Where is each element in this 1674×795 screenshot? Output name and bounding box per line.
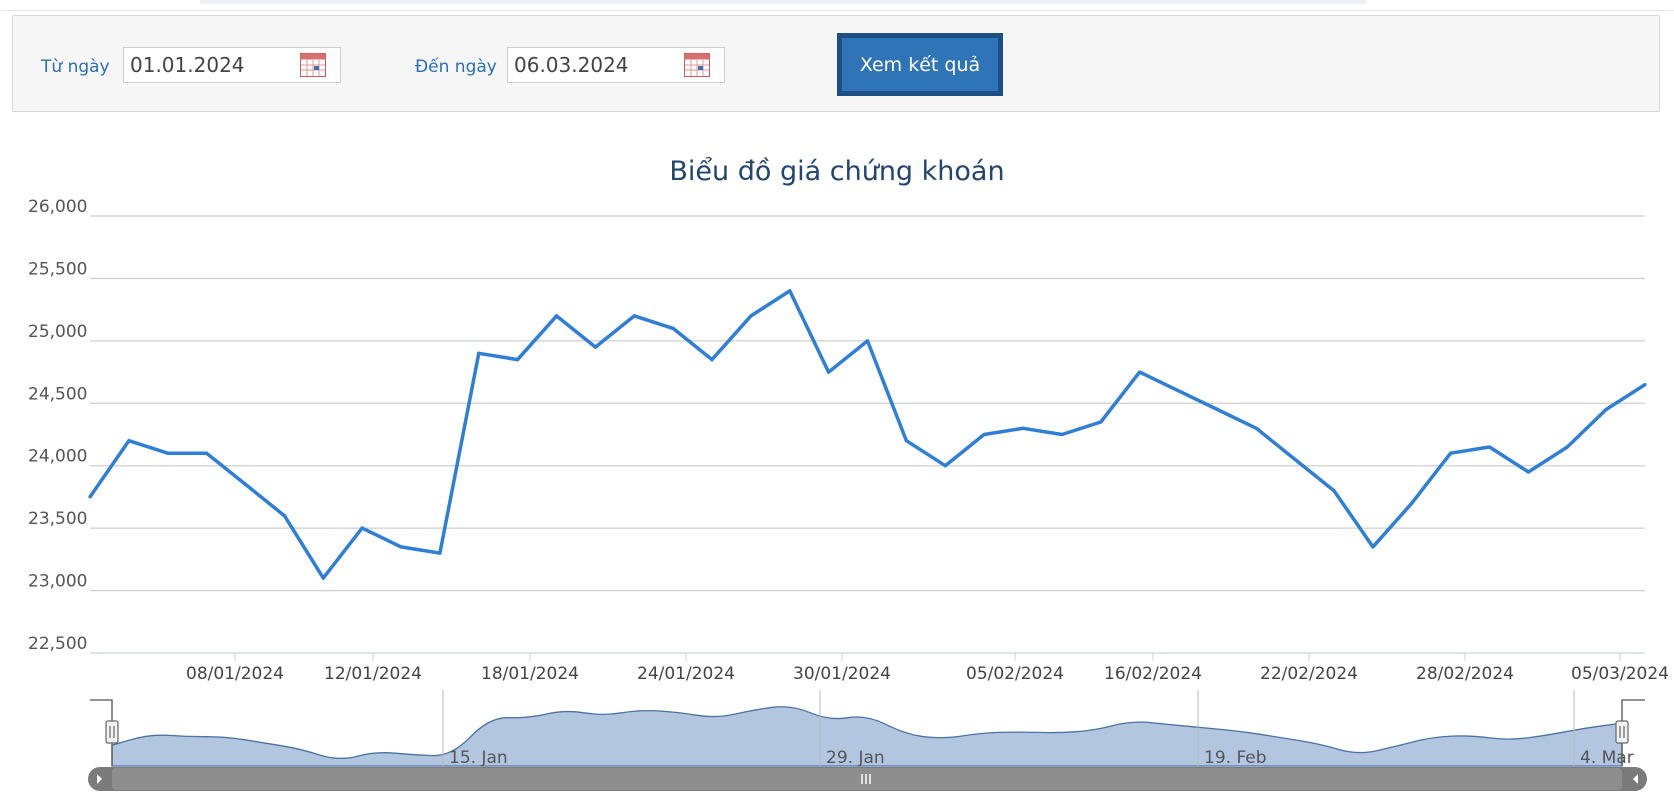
- data-point: [1410, 501, 1414, 505]
- data-point: [1643, 382, 1647, 387]
- y-axis: 26,000 25,500 25,000 24,500 24,000 23,500 23,0…: [28, 197, 87, 654]
- data-point: [554, 314, 559, 318]
- navigator-outline-right: [1621, 699, 1645, 766]
- x-tick-label: 22/02/2024: [1260, 664, 1358, 684]
- scroll-right-arrow-icon[interactable]: [1633, 774, 1638, 784]
- price-chart: Biểu đồ giá chứng khoán 26,000 25,500 25,0…: [28, 156, 1669, 791]
- grid-lines: [90, 215, 1645, 654]
- data-point: [1565, 445, 1569, 449]
- to-date-input[interactable]: [508, 48, 684, 82]
- data-point: [477, 351, 481, 355]
- y-tick-label: 23,500: [28, 509, 87, 529]
- price-series-line: [88, 289, 1646, 580]
- data-point: [282, 514, 286, 518]
- data-point: [438, 551, 442, 555]
- navigator-tick-label: 29. Jan: [826, 748, 885, 768]
- data-point: [1487, 445, 1492, 449]
- data-point: [1604, 407, 1608, 412]
- navigator-tick-label: 19. Feb: [1204, 748, 1267, 768]
- y-tick-label: 26,000: [28, 197, 87, 217]
- scrollbar-thumb[interactable]: [112, 768, 1622, 790]
- x-axis: 08/01/2024 12/01/2024 18/01/2024 24/01/2024…: [186, 653, 1669, 684]
- data-point: [1021, 426, 1025, 430]
- data-point: [827, 370, 831, 374]
- data-point: [982, 432, 986, 437]
- data-point: [710, 357, 714, 362]
- data-point: [904, 439, 908, 443]
- x-tick-label: 08/01/2024: [186, 664, 284, 684]
- data-point: [205, 451, 209, 455]
- y-tick-label: 25,500: [28, 259, 87, 279]
- navigator-tick-label: 15. Jan: [449, 748, 508, 768]
- data-point: [1332, 489, 1336, 493]
- data-point: [1138, 370, 1142, 374]
- data-point: [127, 439, 131, 443]
- to-date-label: Đến ngày: [415, 57, 497, 77]
- data-point: [788, 289, 792, 293]
- data-point: [1215, 407, 1219, 412]
- range-navigator[interactable]: 15. Jan 29. Jan 19. Feb 4. Mar: [88, 690, 1647, 791]
- top-strip-bar: [200, 0, 1366, 4]
- x-tick-label: 12/01/2024: [324, 664, 422, 684]
- x-tick-label: 05/02/2024: [966, 664, 1064, 684]
- navigator-tick-label: 4. Mar: [1580, 748, 1634, 768]
- data-point: [749, 314, 753, 318]
- navigator-area: [111, 706, 1623, 767]
- data-point: [593, 345, 597, 349]
- data-point: [1449, 451, 1453, 455]
- data-point: [321, 576, 325, 580]
- view-results-button[interactable]: Xem kết quả: [837, 33, 1003, 96]
- top-strip: [0, 0, 1674, 11]
- x-tick-label: 30/01/2024: [793, 664, 891, 684]
- data-point: [1060, 432, 1064, 437]
- x-tick-label: 28/02/2024: [1416, 664, 1514, 684]
- data-points: [88, 289, 1647, 580]
- x-tick-label: 16/02/2024: [1104, 664, 1202, 684]
- navigator-right-handle[interactable]: [1615, 720, 1629, 744]
- from-date-label: Từ ngày: [41, 57, 110, 77]
- data-point: [243, 482, 248, 487]
- data-point: [516, 357, 520, 362]
- navigator-outline-left: [90, 699, 113, 766]
- scrollbar-grip-icon: [861, 774, 871, 784]
- data-point: [88, 495, 92, 499]
- y-tick-label: 25,000: [28, 322, 87, 342]
- date-filter-panel: Từ ngày Đến ngày Xem kết quả: [12, 15, 1660, 112]
- data-point: [1254, 426, 1258, 430]
- data-point: [1526, 470, 1530, 474]
- data-point: [632, 314, 636, 318]
- chart-title: Biểu đồ giá chứng khoán: [669, 156, 1004, 187]
- data-point: [1176, 389, 1181, 393]
- x-tick-label: 05/03/2024: [1571, 664, 1669, 684]
- from-date-box: [123, 47, 341, 83]
- navigator-left-handle[interactable]: [105, 720, 119, 744]
- data-point: [943, 464, 947, 468]
- data-point: [166, 451, 170, 455]
- y-tick-label: 24,000: [28, 447, 87, 467]
- scroll-left-arrow-icon[interactable]: [97, 774, 102, 784]
- data-point: [1099, 420, 1103, 424]
- data-point: [360, 526, 364, 530]
- data-point: [399, 545, 403, 549]
- from-date-input[interactable]: [124, 48, 300, 82]
- calendar-icon[interactable]: [684, 53, 710, 77]
- y-tick-label: 22,500: [28, 634, 87, 654]
- data-point: [671, 326, 675, 330]
- y-tick-label: 24,500: [28, 384, 87, 404]
- x-tick-label: 24/01/2024: [637, 664, 735, 684]
- y-tick-label: 23,000: [28, 572, 87, 592]
- to-date-box: [507, 47, 725, 83]
- calendar-icon[interactable]: [300, 53, 326, 77]
- x-tick-label: 18/01/2024: [481, 664, 579, 684]
- data-point: [865, 339, 870, 343]
- data-point: [1293, 457, 1297, 462]
- data-point: [1371, 545, 1375, 549]
